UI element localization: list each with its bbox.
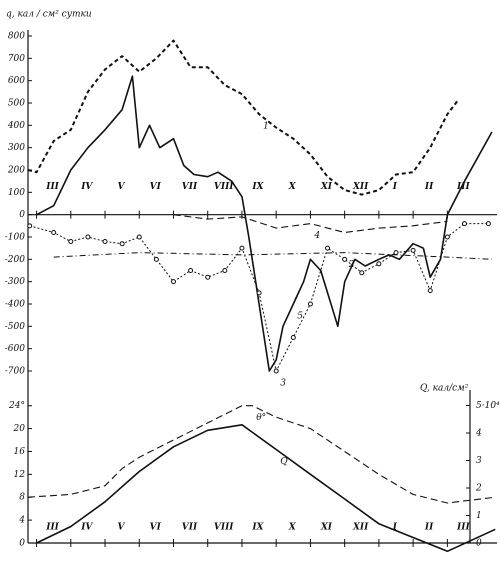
y-tick-label: 24° (8, 401, 25, 411)
series-line (27, 405, 496, 504)
x-tick-label: X (288, 182, 297, 192)
series-point (376, 261, 382, 267)
series-label: 2 (348, 260, 355, 270)
series-point (153, 256, 159, 262)
series-line (27, 39, 459, 196)
x-tick-label: III (45, 182, 59, 192)
x-tick-label: III (456, 523, 470, 533)
x-tick-label: XI (320, 523, 333, 533)
y-tick-label: 4 (18, 516, 25, 526)
series-point (461, 221, 467, 227)
y-tick-label: 800 (8, 32, 25, 42)
series-point (188, 268, 194, 273)
series-point (307, 301, 313, 307)
series-line (173, 214, 448, 234)
series-point (325, 245, 331, 251)
series-point (342, 256, 348, 262)
x-tick-label: VIII (214, 182, 234, 192)
y2-axis-label: Q, кал/см² (420, 384, 469, 394)
y-tick-label: -300 (5, 277, 25, 287)
x-tick-label: VII (182, 182, 198, 192)
x-tick-label: VI (150, 182, 162, 192)
x-tick-label: VII (182, 523, 198, 533)
series-line (36, 424, 496, 553)
series-point (290, 335, 296, 340)
y-tick-label: 12 (14, 470, 26, 480)
x-tick-label: X (288, 523, 297, 533)
series-point (119, 241, 125, 247)
x-tick-label: II (424, 182, 434, 192)
series-point (85, 234, 91, 240)
series-point (205, 274, 211, 280)
y-tick-label: 0 (19, 539, 25, 549)
series-label: 4 (313, 231, 320, 241)
series-point (170, 279, 176, 285)
y-tick-label: 400 (7, 121, 25, 131)
x-tick-label: IX (251, 182, 264, 192)
x-tick-label: XI (320, 182, 333, 192)
series-point (68, 238, 74, 244)
y-tick-label: 300 (8, 143, 25, 153)
y-axis-label: q, кал / см² сутки (6, 10, 92, 20)
x-tick-label: VIII (214, 523, 234, 533)
y-tick-label: -200 (5, 255, 25, 265)
y-tick-label: -600 (5, 344, 25, 354)
x-tick-label: IV (80, 523, 93, 533)
series-point (273, 368, 279, 374)
series-point (27, 223, 33, 229)
y2-tick-label: 5·10⁴ (476, 401, 500, 411)
x-tick-label: I (392, 182, 398, 192)
x-tick-label: V (118, 523, 126, 533)
y-tick-label: 0 (19, 210, 25, 220)
y-tick-label: 16 (14, 447, 26, 457)
y-tick-label: 200 (7, 166, 25, 176)
series-point (256, 290, 262, 296)
y-tick-label: 500 (8, 99, 25, 109)
x-tick-label: III (45, 523, 59, 533)
series-point (222, 268, 228, 273)
series-point (136, 234, 142, 240)
series-point (444, 234, 450, 240)
y-tick-label: -500 (5, 322, 25, 332)
series-point (410, 247, 416, 253)
y2-tick-label: 1 (476, 511, 482, 521)
series-line (36, 75, 493, 372)
x-tick-label: V (118, 182, 126, 192)
x-tick-label: IX (251, 523, 264, 533)
series-point (102, 238, 108, 244)
y-tick-label: 20 (13, 424, 26, 434)
series-point (51, 230, 57, 236)
series-line (53, 252, 492, 260)
y-tick-label: -700 (5, 367, 25, 377)
x-tick-label: I (392, 523, 398, 533)
series-point (427, 288, 433, 294)
series-label: 5 (297, 312, 303, 322)
x-tick-label: II (424, 523, 434, 533)
y-tick-label: -400 (5, 300, 25, 310)
y-tick-label: 8 (19, 493, 25, 503)
y2-tick-label: 4 (475, 429, 482, 439)
x-tick-label: III (456, 182, 470, 192)
series-label: 3 (280, 379, 286, 389)
series-point (359, 270, 365, 276)
x-tick-label: VI (150, 523, 162, 533)
y-tick-label: 100 (8, 188, 25, 198)
y-tick-label: 700 (8, 54, 25, 64)
series-label: θ° (256, 413, 266, 423)
y2-tick-label: 3 (476, 456, 482, 466)
y-tick-label: 600 (8, 76, 25, 86)
series-point (239, 245, 245, 251)
x-tick-label: IV (80, 182, 93, 192)
series-label: 1 (263, 122, 269, 132)
y-tick-label: -100 (5, 233, 25, 243)
series-point (485, 221, 491, 227)
series-point (393, 250, 399, 256)
x-tick-label: XII (352, 523, 369, 533)
series-label: Q (280, 457, 288, 467)
x-tick-label: XII (352, 182, 369, 192)
y2-tick-label: 2 (475, 484, 482, 494)
